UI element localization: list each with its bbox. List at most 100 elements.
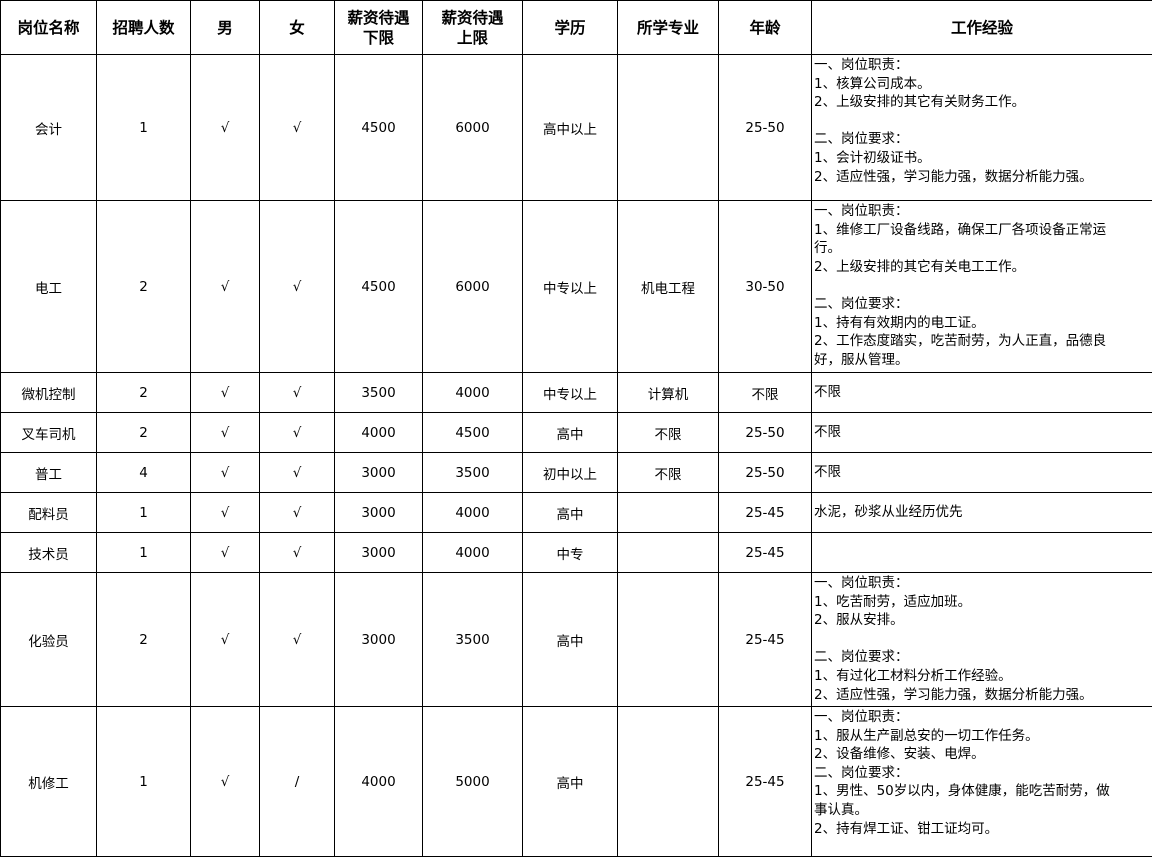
cell-age: 25-50 <box>718 412 812 453</box>
cell-salary-min: 3000 <box>334 452 423 493</box>
header-salary-max: 薪资待遇 上限 <box>422 0 523 55</box>
header-male: 男 <box>190 0 260 55</box>
cell-female: √ <box>259 492 335 533</box>
cell-position: 技术员 <box>0 532 97 573</box>
cell-experience <box>811 532 1152 573</box>
cell-position: 叉车司机 <box>0 412 97 453</box>
cell-male: √ <box>190 372 260 413</box>
cell-major: 机电工程 <box>617 200 719 373</box>
cell-experience: 一、岗位职责： 1、核算公司成本。 2、上级安排的其它有关财务工作。 二、岗位要… <box>811 54 1152 201</box>
cell-salary-max: 5000 <box>422 706 523 857</box>
cell-salary-min: 3500 <box>334 372 423 413</box>
header-education: 学历 <box>522 0 618 55</box>
cell-education: 高中 <box>522 572 618 707</box>
cell-education: 高中 <box>522 706 618 857</box>
cell-female: √ <box>259 372 335 413</box>
cell-female: √ <box>259 54 335 201</box>
cell-experience: 不限 <box>811 412 1152 453</box>
cell-count: 1 <box>96 492 191 533</box>
cell-education: 高中 <box>522 492 618 533</box>
header-row: 岗位名称 招聘人数男女薪资待遇 下限 薪资待遇 上限 学历 所学专业 年龄 工作经验 <box>0 0 1152 55</box>
cell-age: 25-45 <box>718 572 812 707</box>
table-row: 电工 2 √ √ 4500 6000 中专以上 机电工程 30-50 一、岗位职责： 1、维修工厂… <box>0 200 1152 373</box>
header-experience: 工作经验 <box>811 0 1152 55</box>
cell-salary-max: 6000 <box>422 54 523 201</box>
cell-education: 初中以上 <box>522 452 618 493</box>
cell-major <box>617 532 719 573</box>
cell-salary-min: 4000 <box>334 706 423 857</box>
cell-education: 中专以上 <box>522 372 618 413</box>
cell-major <box>617 706 719 857</box>
cell-experience: 不限 <box>811 372 1152 413</box>
table-row: 会计 1 √ √ 4500 6000 高中以上 25-50 一、岗位职责： 1、核算公司成本。 … <box>0 54 1152 201</box>
cell-count: 2 <box>96 572 191 707</box>
cell-count: 2 <box>96 412 191 453</box>
cell-salary-max: 3500 <box>422 452 523 493</box>
cell-experience: 水泥，砂浆从业经历优先 <box>811 492 1152 533</box>
cell-salary-min: 4000 <box>334 412 423 453</box>
cell-position: 化验员 <box>0 572 97 707</box>
cell-salary-max: 3500 <box>422 572 523 707</box>
cell-male: √ <box>190 532 260 573</box>
header-major: 所学专业 <box>617 0 719 55</box>
cell-salary-max: 6000 <box>422 200 523 373</box>
cell-major <box>617 492 719 533</box>
cell-count: 2 <box>96 200 191 373</box>
cell-salary-min: 3000 <box>334 572 423 707</box>
cell-female: √ <box>259 572 335 707</box>
cell-salary-max: 4000 <box>422 492 523 533</box>
cell-female: / <box>259 706 335 857</box>
cell-age: 25-45 <box>718 706 812 857</box>
cell-salary-min: 3000 <box>334 492 423 533</box>
cell-age: 30-50 <box>718 200 812 373</box>
cell-experience: 一、岗位职责： 1、吃苦耐劳，适应加班。 2、服从安排。 二、岗位要求： 1、有… <box>811 572 1152 707</box>
cell-age: 25-45 <box>718 532 812 573</box>
cell-salary-min: 4500 <box>334 54 423 201</box>
cell-male: √ <box>190 54 260 201</box>
cell-male: √ <box>190 706 260 857</box>
cell-salary-max: 4500 <box>422 412 523 453</box>
cell-major <box>617 54 719 201</box>
header-female: 女 <box>259 0 335 55</box>
cell-count: 1 <box>96 532 191 573</box>
cell-salary-min: 4500 <box>334 200 423 373</box>
header-age: 年龄 <box>718 0 812 55</box>
cell-age: 25-50 <box>718 452 812 493</box>
cell-count: 4 <box>96 452 191 493</box>
table-row: 微机控制 2 √ √ 3500 4000 中专以上 计算机 不限 不限 <box>0 372 1152 413</box>
cell-experience: 一、岗位职责： 1、维修工厂设备线路，确保工厂各项设备正常运 行。 2、上级安排… <box>811 200 1152 373</box>
cell-female: √ <box>259 452 335 493</box>
cell-male: √ <box>190 492 260 533</box>
cell-female: √ <box>259 532 335 573</box>
cell-education: 高中 <box>522 412 618 453</box>
cell-male: √ <box>190 200 260 373</box>
header-position: 岗位名称 <box>0 0 97 55</box>
table-row: 叉车司机 2 √ √ 4000 4500 高中 不限 25-50 不限 <box>0 412 1152 453</box>
cell-age: 25-50 <box>718 54 812 201</box>
table-row: 配料员 1 √ √ 3000 4000 高中 25-45 水泥，砂浆从业经历优先 <box>0 492 1152 533</box>
cell-major <box>617 572 719 707</box>
cell-salary-max: 4000 <box>422 372 523 413</box>
cell-position: 电工 <box>0 200 97 373</box>
cell-education: 中专 <box>522 532 618 573</box>
cell-count: 1 <box>96 54 191 201</box>
cell-position: 普工 <box>0 452 97 493</box>
cell-female: √ <box>259 412 335 453</box>
cell-position: 会计 <box>0 54 97 201</box>
cell-count: 1 <box>96 706 191 857</box>
cell-major: 不限 <box>617 412 719 453</box>
cell-female: √ <box>259 200 335 373</box>
cell-major: 不限 <box>617 452 719 493</box>
cell-salary-max: 4000 <box>422 532 523 573</box>
cell-male: √ <box>190 572 260 707</box>
table-row: 机修工 1 √/4000 5000 高中 25-45 一、岗位职责： 1、服从生产副总安的一… <box>0 706 1152 857</box>
cell-count: 2 <box>96 372 191 413</box>
cell-education: 高中以上 <box>522 54 618 201</box>
cell-major: 计算机 <box>617 372 719 413</box>
cell-experience: 一、岗位职责： 1、服从生产副总安的一切工作任务。 2、设备维修、安装、电焊。 … <box>811 706 1152 857</box>
cell-position: 微机控制 <box>0 372 97 413</box>
table-row: 技术员 1 √ √ 3000 4000 中专 25-45 <box>0 532 1152 573</box>
header-count: 招聘人数 <box>96 0 191 55</box>
cell-age: 不限 <box>718 372 812 413</box>
